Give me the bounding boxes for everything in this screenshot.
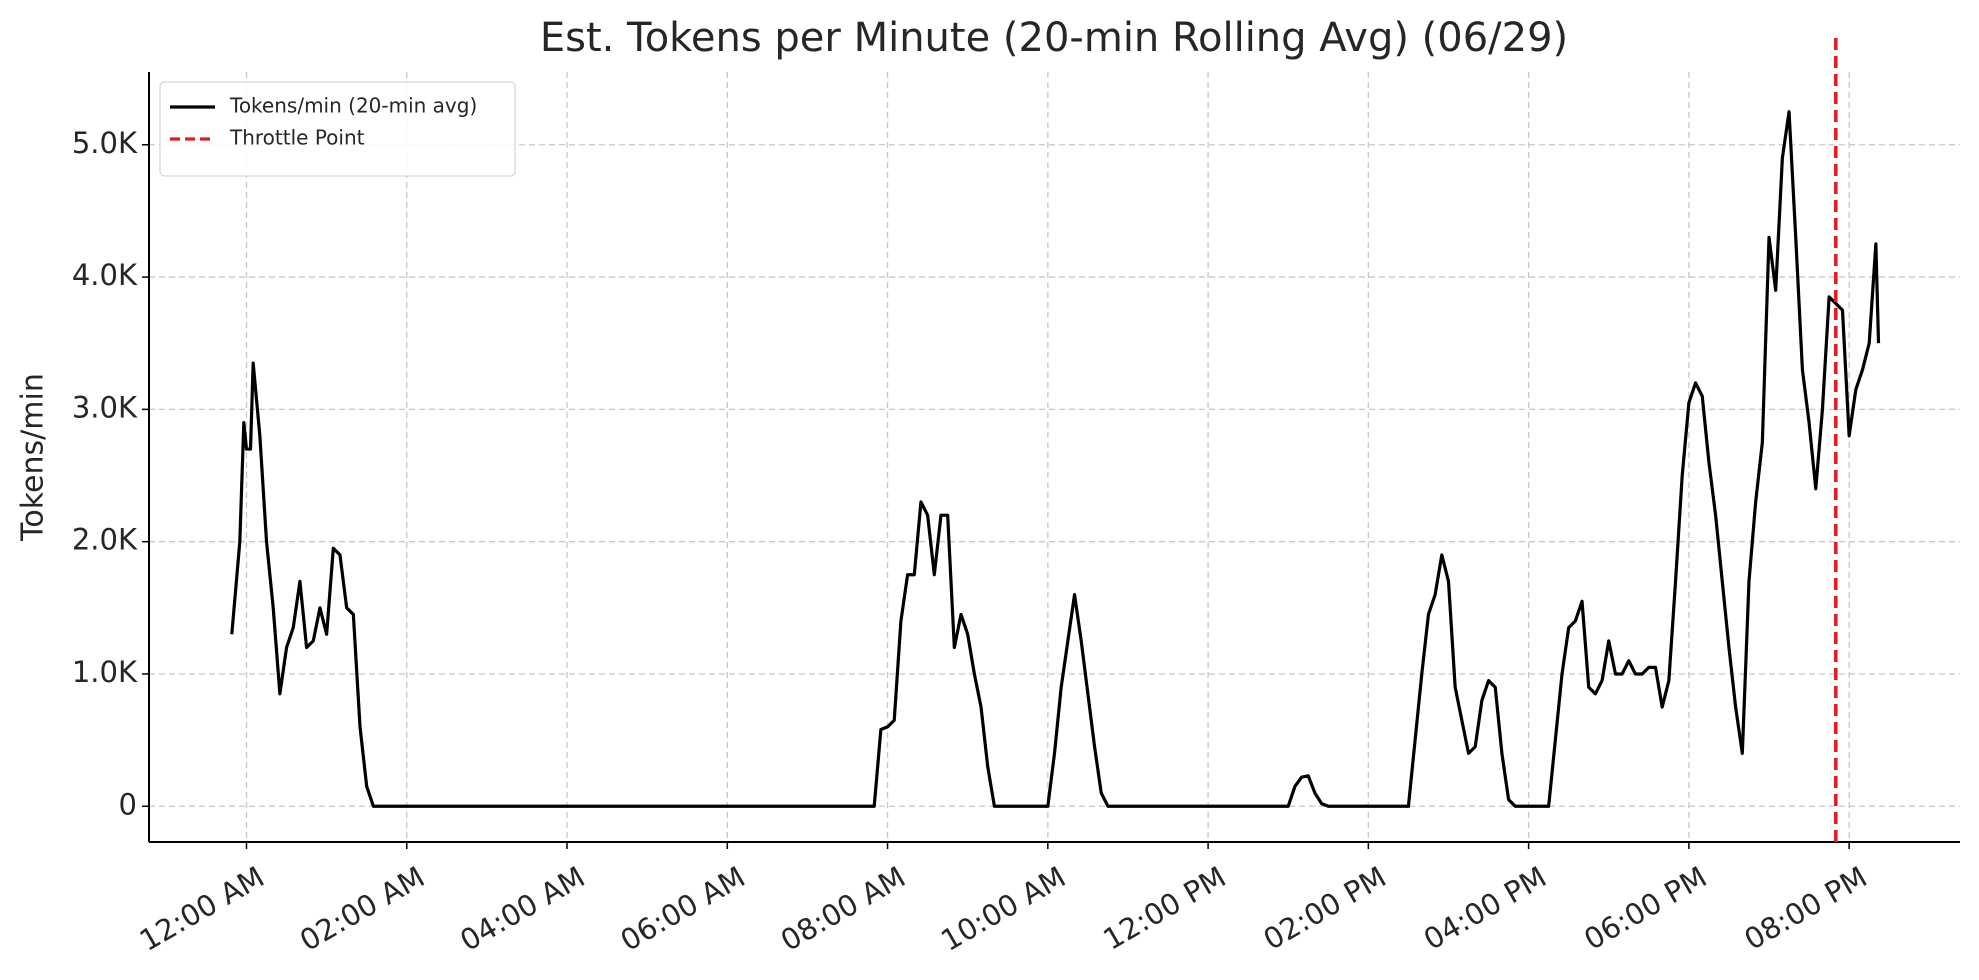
x-tick-label: 06:00 PM <box>1578 860 1712 957</box>
x-tick-label: 02:00 PM <box>1258 860 1392 957</box>
legend-label: Tokens/min (20-min avg) <box>229 94 477 118</box>
chart-title: Est. Tokens per Minute (20-min Rolling A… <box>540 15 1568 61</box>
y-tick-label: 4.0K <box>72 258 138 292</box>
y-tick-label: 0 <box>119 787 137 821</box>
legend-box <box>159 81 516 177</box>
y-axis-label: Tokens/min <box>16 373 51 542</box>
x-tick-label: 04:00 AM <box>454 860 590 958</box>
x-tick-label: 04:00 PM <box>1418 860 1552 957</box>
x-tick-label: 02:00 AM <box>294 860 430 958</box>
y-tick-label: 3.0K <box>72 390 138 424</box>
y-tick-label: 5.0K <box>72 126 138 160</box>
x-tick-label: 12:00 PM <box>1097 860 1231 957</box>
x-tick-label: 10:00 AM <box>935 860 1071 958</box>
x-tick-label: 08:00 PM <box>1738 860 1872 957</box>
x-tick-label: 06:00 AM <box>615 860 751 958</box>
x-tick-label: 12:00 AM <box>134 860 270 958</box>
y-tick-label: 1.0K <box>72 655 138 689</box>
x-tick-label: 08:00 AM <box>775 860 911 958</box>
legend: Tokens/min (20-min avg) Throttle Point <box>159 81 516 177</box>
line-series <box>230 110 1881 808</box>
y-tick-label: 2.0K <box>72 523 138 557</box>
legend-label: Throttle Point <box>229 126 365 150</box>
